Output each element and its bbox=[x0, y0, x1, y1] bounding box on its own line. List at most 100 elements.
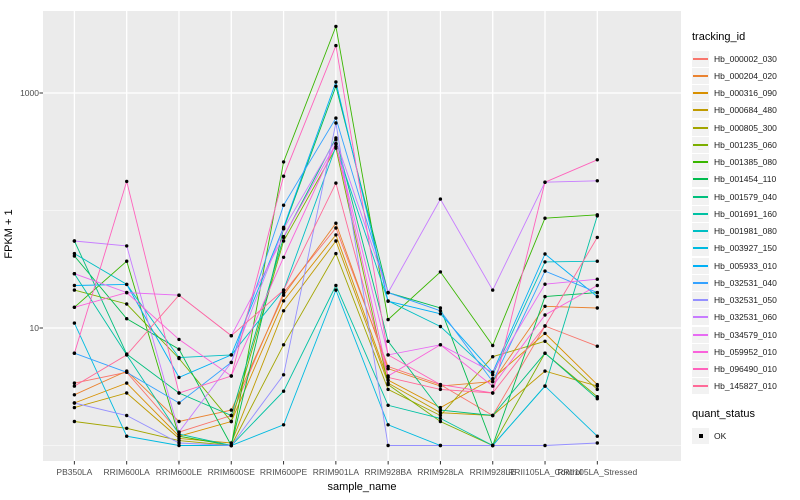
x-tick-label-RRIM901LA: RRIM901LA bbox=[312, 467, 359, 477]
data-point bbox=[72, 288, 77, 292]
data-point bbox=[281, 293, 286, 297]
data-point bbox=[177, 347, 181, 351]
data-point bbox=[334, 288, 338, 292]
legend-item-Hb_000316_090: Hb_000316_090 bbox=[692, 85, 798, 102]
data-point bbox=[72, 393, 77, 397]
legend-item-Hb_000204_020: Hb_000204_020 bbox=[692, 67, 798, 84]
legend-item-Hb_034579_010: Hb_034579_010 bbox=[692, 326, 798, 343]
data-point bbox=[177, 355, 181, 360]
x-tick-label-RRII105LA_Stressed: RRII105LA_Stressed bbox=[557, 467, 638, 477]
legend-key-line-icon bbox=[692, 205, 709, 222]
x-tick-label-RRIM600LA: RRIM600LA bbox=[103, 467, 150, 477]
legend-tracking-id-items: Hb_000002_030 Hb_000204_020 Hb_000316_090 H… bbox=[692, 50, 798, 395]
legend-key-line-icon bbox=[692, 361, 709, 378]
data-point bbox=[281, 239, 286, 243]
data-point bbox=[543, 216, 547, 220]
legend-item-label: Hb_096490_010 bbox=[714, 364, 777, 375]
data-point bbox=[491, 377, 495, 381]
data-point bbox=[229, 419, 233, 424]
legend-item-label: Hb_000684_480 bbox=[714, 105, 777, 116]
data-point bbox=[229, 408, 233, 412]
data-point bbox=[125, 259, 129, 263]
data-point bbox=[595, 387, 599, 392]
data-point bbox=[438, 197, 443, 201]
data-point bbox=[281, 160, 286, 164]
legend-title-quant-status: quant_status bbox=[692, 408, 755, 420]
data-point bbox=[125, 244, 129, 248]
data-point bbox=[72, 321, 77, 325]
data-point bbox=[177, 441, 181, 445]
legend-item-Hb_005933_010: Hb_005933_010 bbox=[692, 257, 798, 274]
data-point bbox=[229, 443, 233, 448]
legend-item-label: Hb_059952_010 bbox=[714, 346, 777, 357]
legend-item-label: Hb_005933_010 bbox=[714, 260, 777, 271]
data-point bbox=[281, 288, 286, 292]
data-point bbox=[386, 299, 390, 303]
legend-item-label: Hb_001691_160 bbox=[714, 208, 777, 219]
x-tick-label-RRII105LA_Control: RRII105LA_Control bbox=[508, 467, 582, 477]
data-point bbox=[491, 370, 495, 374]
data-point bbox=[438, 382, 443, 387]
data-point bbox=[72, 283, 77, 288]
data-point bbox=[334, 121, 338, 125]
data-point bbox=[491, 373, 495, 377]
legend-quant-status-section: quant_status OK bbox=[692, 408, 798, 444]
data-point bbox=[334, 80, 338, 84]
legend-item-quant-OK: OK bbox=[692, 427, 798, 444]
legend-item-label: Hb_001579_040 bbox=[714, 191, 777, 202]
x-tick-label-RRIM600PE: RRIM600PE bbox=[259, 467, 308, 477]
data-point bbox=[72, 381, 77, 385]
data-point bbox=[125, 434, 129, 438]
data-point bbox=[125, 381, 129, 385]
data-point bbox=[543, 282, 547, 286]
data-point bbox=[386, 367, 390, 371]
legend-item-Hb_096490_010: Hb_096490_010 bbox=[692, 361, 798, 378]
data-point bbox=[543, 252, 547, 256]
data-point bbox=[491, 443, 495, 448]
legend-item-Hb_000002_030: Hb_000002_030 bbox=[692, 50, 798, 67]
x-tick-label-RRIM600SE: RRIM600SE bbox=[207, 467, 255, 477]
data-point bbox=[543, 313, 547, 317]
data-point bbox=[491, 413, 495, 418]
data-point bbox=[438, 419, 443, 424]
data-point bbox=[125, 413, 129, 418]
data-point bbox=[125, 370, 129, 374]
data-point bbox=[438, 387, 443, 392]
data-point bbox=[229, 374, 233, 378]
x-tick-label-RRIM600LE: RRIM600LE bbox=[155, 467, 203, 477]
data-point bbox=[177, 419, 181, 424]
data-point bbox=[438, 416, 443, 421]
legend-item-Hb_032531_040: Hb_032531_040 bbox=[692, 274, 798, 291]
legend-item-label: Hb_032531_040 bbox=[714, 277, 777, 288]
data-point bbox=[595, 441, 599, 445]
legend-item-label: Hb_001235_060 bbox=[714, 139, 777, 150]
data-point bbox=[491, 343, 495, 348]
data-point bbox=[281, 309, 286, 313]
legend-item-label: Hb_000805_300 bbox=[714, 122, 777, 133]
legend-item-Hb_001385_080: Hb_001385_080 bbox=[692, 154, 798, 171]
data-point bbox=[543, 324, 547, 328]
data-point bbox=[386, 378, 390, 382]
data-point bbox=[125, 282, 129, 287]
data-point bbox=[438, 306, 443, 310]
data-point bbox=[125, 391, 129, 395]
data-point bbox=[334, 138, 338, 142]
legend-item-Hb_032531_050: Hb_032531_050 bbox=[692, 292, 798, 309]
data-point bbox=[281, 203, 286, 207]
data-point bbox=[281, 423, 286, 427]
data-point bbox=[438, 408, 443, 412]
data-point bbox=[595, 179, 599, 183]
legend-key-line-icon bbox=[692, 274, 709, 291]
legend-item-Hb_001235_060: Hb_001235_060 bbox=[692, 136, 798, 153]
legend-item-label: Hb_145827_010 bbox=[714, 381, 777, 392]
data-point bbox=[595, 277, 599, 281]
data-point bbox=[72, 384, 77, 388]
data-point bbox=[177, 443, 181, 448]
legend-item-Hb_003927_150: Hb_003927_150 bbox=[692, 240, 798, 257]
data-point bbox=[125, 290, 129, 295]
data-point bbox=[543, 260, 547, 264]
legend-item-Hb_000805_300: Hb_000805_300 bbox=[692, 119, 798, 136]
legend-key-line-icon bbox=[692, 171, 709, 188]
legend-item-Hb_001981_080: Hb_001981_080 bbox=[692, 223, 798, 240]
legend-item-Hb_000684_480: Hb_000684_480 bbox=[692, 102, 798, 119]
